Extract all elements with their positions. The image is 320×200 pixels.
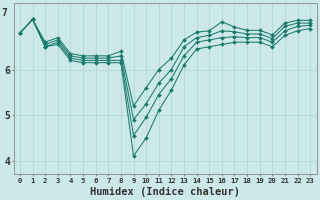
X-axis label: Humidex (Indice chaleur): Humidex (Indice chaleur) bbox=[90, 186, 240, 197]
Text: 7: 7 bbox=[2, 8, 8, 18]
